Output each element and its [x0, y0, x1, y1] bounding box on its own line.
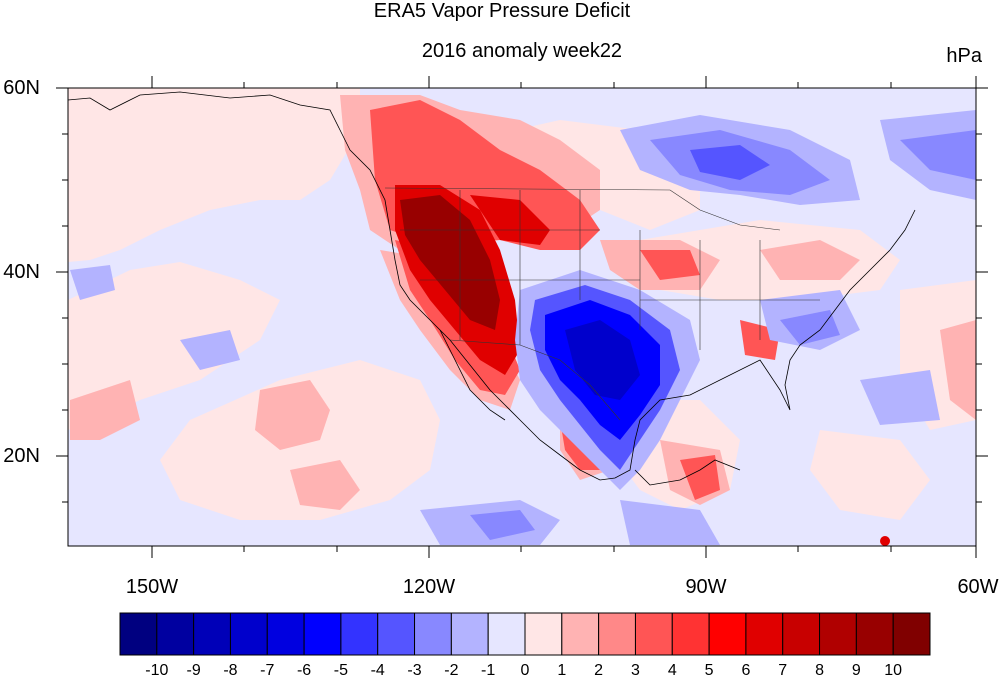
- borders: [384, 187, 820, 421]
- map-title: ERA5 Vapor Pressure Deficit: [373, 0, 631, 22]
- colorbar-tick-label: -7: [260, 662, 275, 679]
- colorbar-tick-label: 0: [520, 662, 530, 679]
- colorbar-swatch: [303, 612, 342, 656]
- colorbar-tick-label: 5: [704, 662, 714, 679]
- colorbar-swatch: [561, 612, 600, 656]
- colorbar-tick-label: -4: [370, 662, 385, 679]
- lat-label-40n: 40N: [3, 261, 40, 283]
- colorbar: [119, 612, 931, 656]
- colorbar-tick-label: 3: [631, 662, 640, 679]
- coastlines: [67, 91, 916, 486]
- anomaly-field: [68, 88, 976, 546]
- colorbar-tick-label: -1: [481, 662, 496, 679]
- colorbar-swatch: [119, 612, 158, 656]
- colorbar-swatch: [892, 612, 931, 656]
- colorbar-tick-label: -2: [444, 662, 459, 679]
- lat-label-60n: 60N: [3, 77, 40, 99]
- colorbar-tick-label: -6: [296, 662, 312, 679]
- colorbar-swatch: [156, 612, 195, 656]
- colorbar-swatch: [229, 612, 268, 656]
- colorbar-tick-label: -8: [223, 662, 238, 679]
- map-subtitle: 2016 anomaly week22: [421, 40, 623, 62]
- strong-negative-canada: [690, 145, 770, 180]
- extreme-positive-areas: [400, 195, 500, 330]
- colorbar-swatch: [671, 612, 710, 656]
- colorbar-swatch: [634, 612, 673, 656]
- colorbar-swatch: [340, 612, 379, 656]
- colorbar-swatch: [487, 612, 526, 656]
- colorbar-tick-label: -10: [145, 662, 169, 679]
- colorbar-tick-label: -3: [407, 662, 422, 679]
- units-label: hPa: [946, 45, 982, 67]
- colorbar-tick-label: 2: [594, 662, 604, 679]
- colorbar-swatch: [377, 612, 416, 656]
- lon-label-120w: 120W: [402, 576, 456, 598]
- colorbar-tick-label: 9: [851, 662, 861, 679]
- colorbar-swatch: [414, 612, 452, 656]
- colorbar-tick-label: 6: [741, 662, 751, 679]
- colorbar-swatch: [524, 612, 563, 656]
- colorbar-swatch: [855, 612, 894, 656]
- colorbar-tick-label: 7: [778, 662, 788, 679]
- colorbar-tick-label: 8: [815, 662, 824, 679]
- colorbar-tick-label: -5: [333, 662, 349, 679]
- colorbar-swatch: [450, 612, 489, 656]
- lon-label-60w: 60W: [957, 576, 999, 598]
- lon-label-150w: 150W: [125, 576, 179, 598]
- plot-frame: [67, 87, 977, 547]
- colorbar-swatch: [819, 612, 857, 656]
- colorbar-swatch: [708, 612, 747, 656]
- colorbar-swatch: [782, 612, 821, 656]
- axis-ticks: [56, 76, 988, 558]
- colorbar-swatch: [598, 612, 636, 656]
- colorbar-swatch: [266, 612, 305, 656]
- colorbar-tick-label: 10: [884, 662, 903, 679]
- lon-label-90w: 90W: [685, 576, 727, 598]
- colorbar-tick-label: -9: [186, 662, 201, 679]
- colorbar-swatch: [193, 612, 231, 656]
- colorbar-tick-label: 4: [667, 662, 677, 679]
- lat-label-20n: 20N: [3, 445, 40, 467]
- colorbar-tick-label: 1: [557, 662, 567, 679]
- colorbar-swatch: [745, 612, 784, 656]
- minor-ticks: [62, 82, 982, 552]
